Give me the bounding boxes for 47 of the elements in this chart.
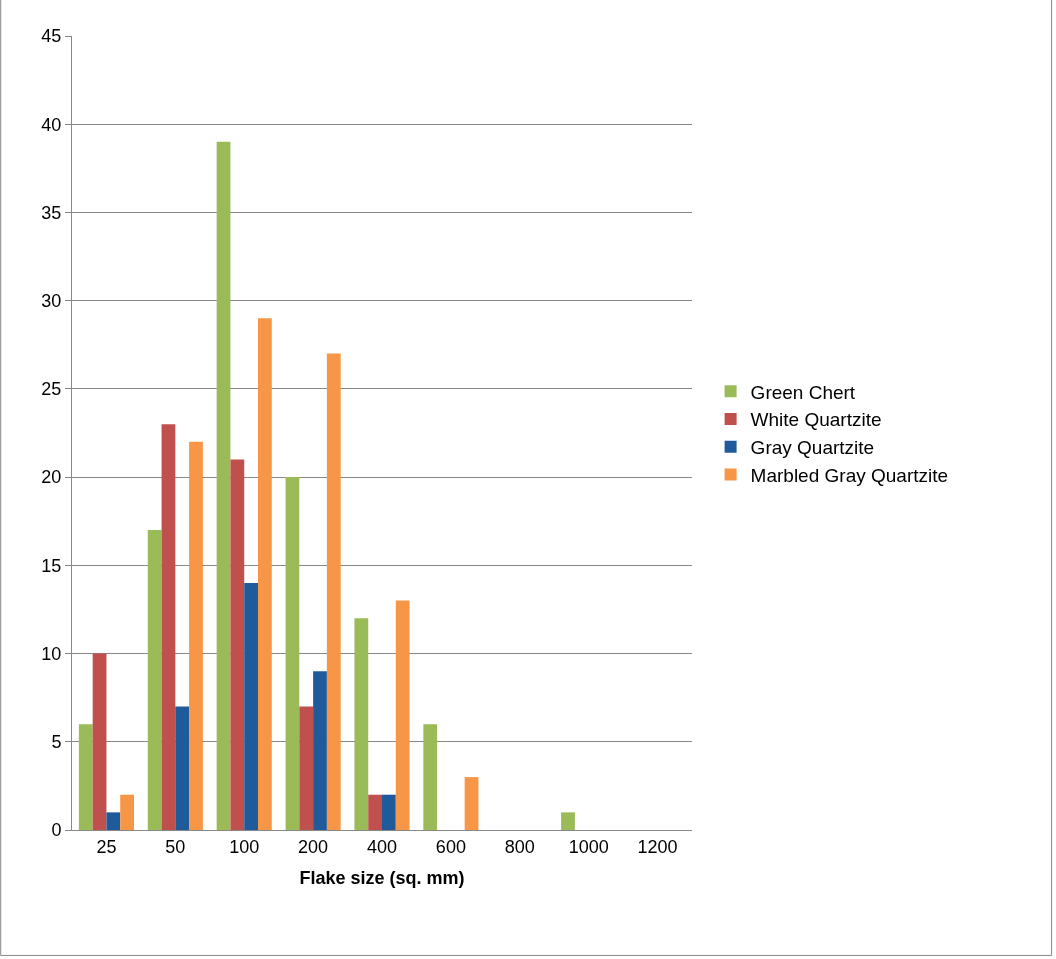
bar [354,618,369,830]
bar [368,794,382,830]
bar [147,530,162,830]
x-tick-label: 100 [229,836,260,857]
x-tick-label: 400 [366,836,398,857]
bar [313,671,327,830]
y-tick-label: 15 [41,555,62,576]
bar [120,794,134,830]
bar [423,724,438,830]
bar [189,441,203,830]
bar [244,582,258,830]
bar [230,459,245,830]
x-tick-label: 50 [165,836,186,857]
x-tick-label: 800 [504,836,535,857]
x-tick-label: 25 [96,836,117,857]
y-tick-label: 40 [41,114,62,135]
bar [92,653,107,830]
y-tick-label: 25 [41,379,62,400]
y-tick-label: 5 [51,732,62,753]
legend-label: Green Chert [750,381,856,403]
y-tick-label: 20 [41,467,62,488]
bar [395,600,410,830]
y-tick-label: 45 [41,26,62,47]
y-tick-label: 10 [41,643,62,664]
bar [285,477,300,830]
bar [175,706,190,830]
bar [561,812,575,830]
x-axis-title: Flake size (sq. mm) [299,867,465,888]
x-tick-label: 600 [435,836,466,857]
x-tick-label: 200 [298,836,329,857]
y-tick-label: 30 [41,290,62,311]
y-tick-label: 35 [41,202,62,223]
bar [106,812,121,830]
y-tick-label: 0 [51,820,62,841]
bar [464,777,479,830]
bar [78,724,93,830]
bar [382,794,396,830]
bar [299,706,314,830]
x-tick-label: 1000 [568,836,609,857]
legend-label: White Quartzite [750,409,882,431]
bar [326,353,341,830]
legend-label: Gray Quartzite [750,437,875,459]
x-tick-label: 1200 [637,836,678,857]
legend-label: Marbled Gray Quartzite [750,464,949,486]
bar [161,424,176,830]
bar [216,141,231,830]
bar [258,318,272,830]
